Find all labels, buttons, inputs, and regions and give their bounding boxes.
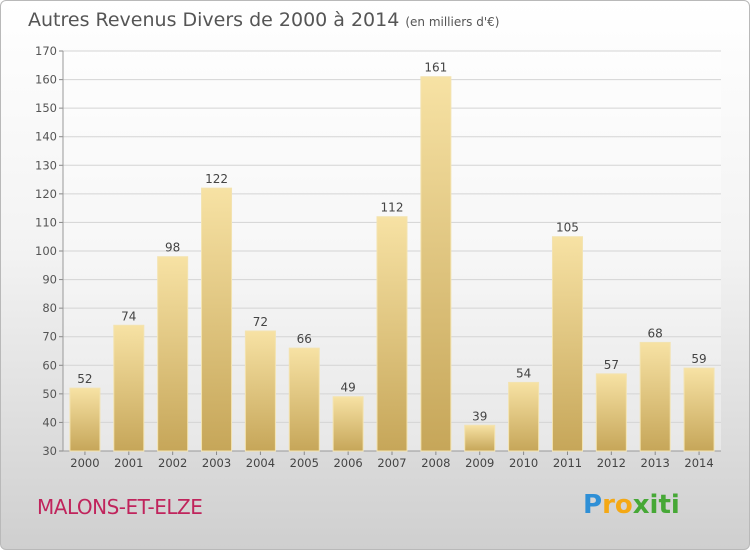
y-tick-label: 130	[35, 158, 57, 172]
bar-2003	[201, 187, 233, 452]
x-tick-label: 2000	[70, 456, 99, 470]
value-label: 49	[340, 381, 355, 395]
bar-2014	[683, 367, 715, 452]
y-tick-label: 100	[35, 244, 57, 258]
y-tick-label: 80	[42, 301, 57, 315]
place-name: MALONS-ET-ELZE	[37, 495, 203, 519]
bar-2004	[244, 330, 276, 452]
bar-2012	[595, 373, 627, 452]
x-tick-label: 2009	[465, 456, 494, 470]
value-label: 39	[472, 409, 487, 423]
bar-2007	[376, 216, 408, 452]
y-tick-label: 110	[35, 215, 57, 229]
bar-2006	[332, 396, 364, 452]
y-tick-label: 40	[42, 415, 57, 429]
y-tick-label: 170	[35, 44, 57, 58]
bar-2009	[464, 424, 496, 452]
chart-unit: (en milliers d'€)	[405, 15, 500, 29]
value-label: 105	[556, 221, 579, 235]
y-tick-label: 150	[35, 101, 57, 115]
x-tick-label: 2011	[553, 456, 582, 470]
proxiti-logo: Proxiti	[583, 490, 680, 520]
x-tick-label: 2012	[597, 456, 626, 470]
x-tick-label: 2008	[421, 456, 450, 470]
value-label: 54	[516, 366, 531, 380]
chart-title: Autres Revenus Divers de 2000 à 2014 (en …	[28, 9, 499, 31]
value-label: 74	[121, 309, 136, 323]
bar-2011	[551, 236, 583, 452]
bar-2008	[420, 76, 452, 452]
x-tick-label: 2005	[290, 456, 319, 470]
bar-2001	[113, 324, 145, 452]
value-label: 68	[648, 326, 663, 340]
value-label: 98	[165, 241, 180, 255]
value-label: 52	[77, 372, 92, 386]
x-tick-label: 2013	[641, 456, 670, 470]
value-label: 66	[297, 332, 312, 346]
x-tick-label: 2006	[333, 456, 362, 470]
y-tick-label: 160	[35, 73, 57, 87]
y-tick-label: 50	[42, 387, 57, 401]
bar-2013	[639, 341, 671, 452]
value-label: 161	[424, 61, 447, 75]
bar-2005	[288, 347, 320, 452]
y-tick-label: 60	[42, 358, 57, 372]
bar-2010	[508, 381, 540, 452]
y-tick-label: 30	[42, 444, 57, 458]
x-tick-label: 2002	[158, 456, 187, 470]
y-tick-label: 120	[35, 187, 57, 201]
value-label: 122	[205, 172, 228, 186]
x-tick-label: 2004	[246, 456, 275, 470]
x-tick-label: 2014	[684, 456, 713, 470]
y-tick-label: 140	[35, 130, 57, 144]
y-tick-label: 70	[42, 330, 57, 344]
chart-title-text: Autres Revenus Divers de 2000 à 2014	[28, 9, 400, 31]
x-tick-label: 2001	[114, 456, 143, 470]
x-tick-label: 2010	[509, 456, 538, 470]
x-tick-label: 2003	[202, 456, 231, 470]
value-label: 112	[381, 201, 404, 215]
value-label: 72	[253, 315, 268, 329]
bar-2002	[157, 256, 189, 452]
y-tick-label: 90	[42, 273, 57, 287]
value-label: 57	[604, 358, 619, 372]
bar-2000	[69, 387, 101, 452]
x-tick-label: 2007	[377, 456, 406, 470]
value-label: 59	[691, 352, 706, 366]
